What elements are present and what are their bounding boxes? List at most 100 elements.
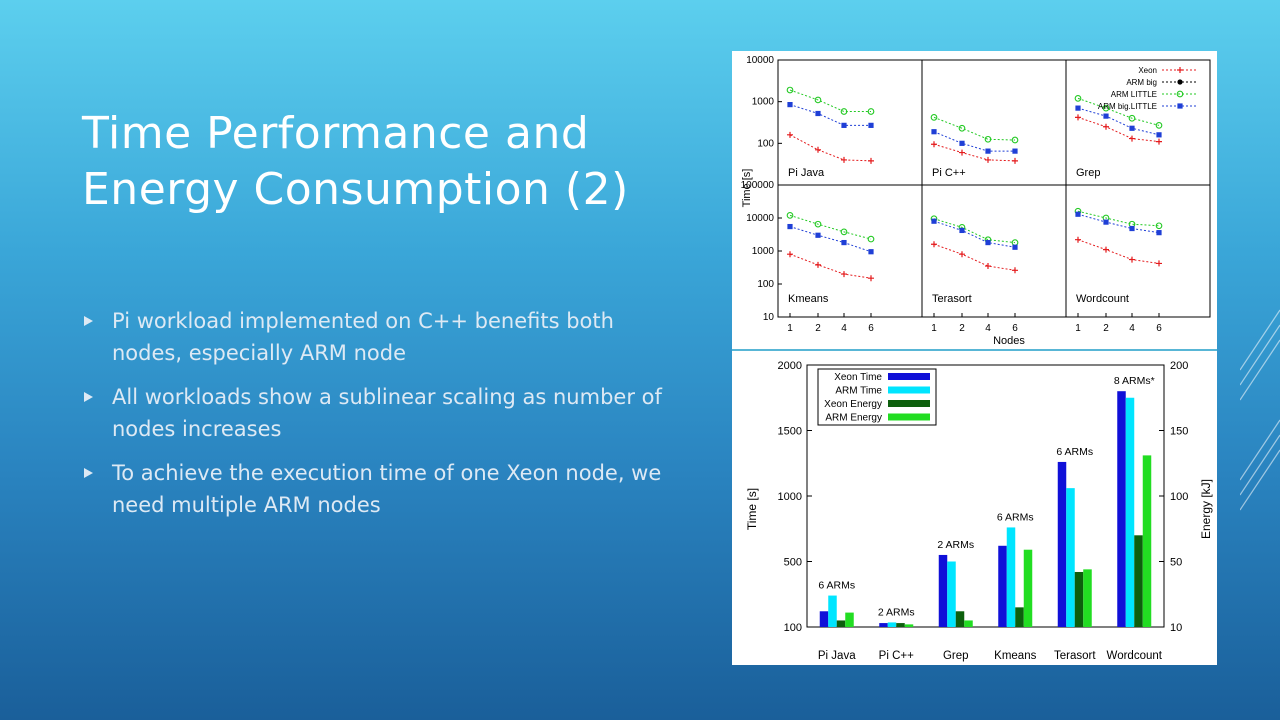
legend-label: Xeon Energy (824, 399, 882, 410)
legend-swatch (888, 413, 930, 421)
bar (1066, 488, 1075, 627)
square-marker (931, 129, 937, 135)
slide-title-line-1: Time Performance and (82, 108, 590, 159)
bar (1134, 535, 1143, 627)
circle-marker (814, 96, 822, 104)
plus-marker (985, 263, 991, 270)
square-marker (1129, 125, 1135, 131)
square-marker (1075, 211, 1081, 217)
circle-marker (1011, 136, 1019, 144)
circle-marker (958, 124, 966, 132)
circle-marker (786, 86, 794, 94)
bullet-item: To achieve the execution time of one Xeo… (84, 457, 674, 521)
y-tick-label: 1500 (778, 426, 802, 438)
x-category-label: Pi Java (818, 650, 856, 662)
legend-label: ARM big.LITTLE (1098, 102, 1157, 111)
panel-grep: Grep (1074, 95, 1163, 179)
bar (828, 595, 837, 627)
triangle-bullet-icon (84, 468, 93, 478)
circle-marker (867, 108, 875, 115)
series-line (1077, 213, 1160, 234)
x-tick-label: 1 (931, 323, 937, 334)
bar-group-wordcount: 8 ARMs* Wordcount (1107, 375, 1163, 662)
plus-marker (1129, 135, 1135, 142)
square-marker (841, 122, 847, 128)
bar-chart-legend: Xeon Time ARM Time Xeon Energy ARM Energy (817, 368, 937, 426)
legend-swatch (888, 373, 930, 380)
y2-tick-label: 50 (1170, 557, 1182, 569)
panel-title: Wordcount (1076, 293, 1129, 305)
x-tick-label: 4 (841, 323, 847, 334)
y-tick-label: 10 (763, 312, 775, 323)
x-category-label: Terasort (1054, 650, 1096, 662)
bar (938, 554, 948, 627)
bar (1125, 397, 1135, 627)
bar (819, 611, 829, 627)
square-marker (815, 110, 821, 117)
series-line (789, 253, 872, 279)
bar (1074, 571, 1084, 627)
square-marker (1075, 105, 1081, 111)
bar-annotation: 8 ARMs* (1114, 375, 1155, 387)
series-line (789, 134, 872, 162)
bar (1015, 607, 1024, 627)
series-line (1077, 210, 1160, 227)
x-tick-label: 4 (1129, 323, 1135, 334)
circle-marker (1074, 95, 1082, 102)
line-chart-legend: Xeon ARM big ARM LITTLE ARM big.LITTLE (1098, 66, 1198, 111)
bar-group-kmeans: 6 ARMs Kmeans (994, 511, 1036, 662)
plus-marker (931, 241, 937, 248)
circle-marker (1155, 222, 1163, 230)
bullet-item: Pi workload implemented on C++ benefits … (84, 305, 674, 369)
figure-panel: 100 1000 10000 10 100 1000 10000 100000 Time [s]… (732, 51, 1217, 665)
bullet-text: Pi workload implemented on C++ benefits … (112, 309, 614, 365)
bar (998, 545, 1007, 627)
circle-marker (984, 135, 992, 143)
line-chart-frame (777, 59, 1211, 318)
square-marker (1129, 225, 1135, 232)
plus-marker (1012, 157, 1018, 164)
panel-title: Terasort (932, 293, 972, 305)
plus-marker (841, 156, 847, 163)
square-marker (1103, 113, 1109, 119)
bar (955, 611, 965, 627)
plus-marker (1156, 138, 1162, 145)
x-tick-label: 2 (959, 323, 965, 334)
square-marker (841, 239, 847, 246)
bar (1083, 569, 1092, 627)
series-line (789, 214, 872, 240)
square-marker (815, 232, 821, 238)
panel-title: Pi Java (788, 167, 825, 179)
square-marker (959, 140, 965, 146)
series-line (789, 226, 872, 253)
panel-pi-c-: Pi C++ (930, 114, 1019, 179)
square-marker (787, 102, 793, 108)
plus-marker (815, 146, 821, 153)
dot-marker (1177, 79, 1183, 85)
x-tick-label: 1 (787, 323, 793, 334)
legend-label: ARM Time (835, 386, 882, 397)
y-tick-label: 1000 (752, 97, 775, 108)
x-axis-label: Nodes (993, 335, 1025, 347)
x-tick-label: 1 (1075, 323, 1081, 334)
bar-group-grep: 2 ARMs Grep (937, 539, 974, 662)
square-marker (868, 249, 874, 255)
bar (845, 612, 854, 627)
panel-kmeans: Kmeans (786, 212, 875, 305)
plus-marker (815, 261, 821, 268)
series-line (789, 104, 871, 126)
bullet-item: All workloads show a sublinear scaling a… (84, 381, 674, 445)
bar (1006, 527, 1016, 627)
series-line (1077, 116, 1160, 143)
bar (887, 622, 897, 627)
circle-marker (840, 108, 848, 115)
panel-terasort: Terasort (930, 215, 1019, 305)
square-marker (1156, 132, 1162, 138)
y-axis-label: Time [s] (745, 488, 759, 530)
y-tick-label: 100 (757, 138, 774, 149)
circle-marker (1176, 90, 1184, 98)
plus-marker (787, 131, 793, 138)
plus-marker (931, 141, 937, 148)
